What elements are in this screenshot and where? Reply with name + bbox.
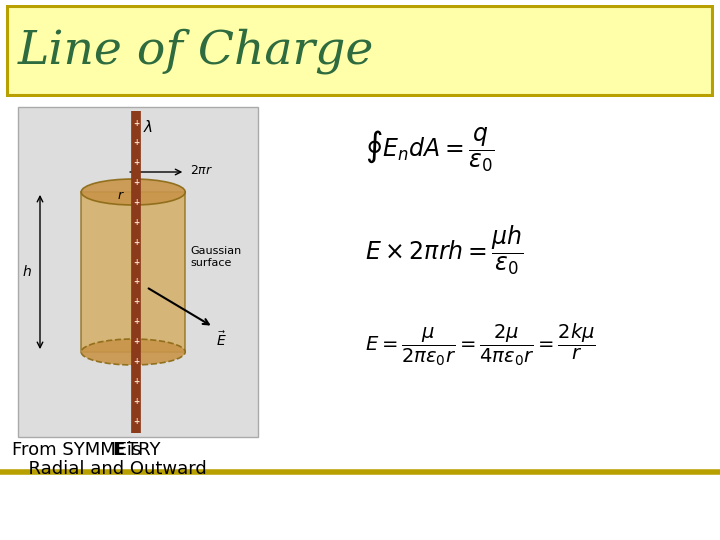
Text: $E \times 2\pi r h = \dfrac{\mu h}{\varepsilon_0}$: $E \times 2\pi r h = \dfrac{\mu h}{\vare… (365, 223, 524, 277)
Text: $\oint E_n dA = \dfrac{q}{\varepsilon_0}$: $\oint E_n dA = \dfrac{q}{\varepsilon_0}… (365, 126, 495, 174)
Bar (81, 192, 185, 352)
Text: From SYMMETRY: From SYMMETRY (12, 441, 166, 459)
Text: E: E (112, 441, 125, 459)
Text: +: + (133, 317, 140, 326)
Text: +: + (133, 377, 140, 386)
Text: $\lambda$: $\lambda$ (143, 119, 153, 135)
Text: +: + (133, 198, 140, 207)
Text: +: + (133, 138, 140, 147)
Text: Gaussian
surface: Gaussian surface (190, 246, 241, 268)
Text: +: + (133, 337, 140, 346)
Text: +: + (133, 278, 140, 286)
Text: $\vec{E}$: $\vec{E}$ (216, 330, 227, 349)
Text: +: + (133, 158, 140, 167)
Ellipse shape (81, 339, 185, 365)
Bar (18, 107, 258, 437)
Text: +: + (133, 416, 140, 426)
Text: +: + (133, 357, 140, 366)
Bar (8, 7, 712, 95)
Text: +: + (133, 258, 140, 267)
Bar (6, 5, 714, 97)
Text: Radial and Outward: Radial and Outward (17, 460, 207, 478)
Text: is: is (121, 441, 141, 459)
Text: $2\pi r$: $2\pi r$ (190, 164, 213, 177)
Text: +: + (133, 118, 140, 127)
Text: +: + (133, 298, 140, 306)
Text: +: + (133, 218, 140, 227)
Ellipse shape (81, 179, 185, 205)
Text: $E = \dfrac{\mu}{2\pi\varepsilon_0 r} = \dfrac{2\mu}{4\pi\varepsilon_0 r} = \dfr: $E = \dfrac{\mu}{2\pi\varepsilon_0 r} = … (365, 322, 596, 368)
Text: +: + (133, 397, 140, 406)
Text: $r$: $r$ (117, 189, 125, 202)
Text: Line of Charge: Line of Charge (18, 28, 374, 74)
Text: $h$: $h$ (22, 265, 32, 280)
Text: +: + (133, 238, 140, 247)
Text: +: + (133, 178, 140, 187)
